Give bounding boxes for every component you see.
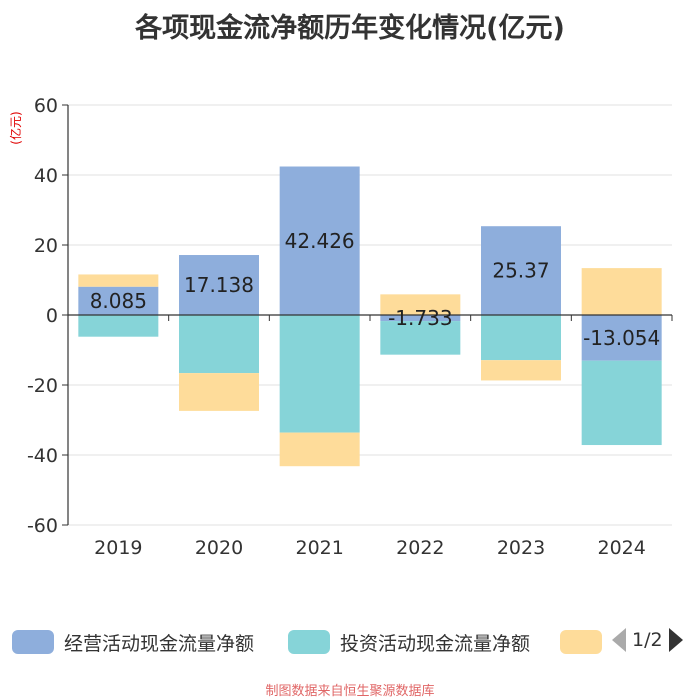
- bar-2022-series-0[interactable]: [380, 315, 461, 322]
- x-tick-label: 2024: [597, 537, 645, 559]
- bars: [78, 166, 662, 467]
- chart-title: 各项现金流净额历年变化情况(亿元): [135, 13, 565, 44]
- data-label-2021: 42.426: [285, 229, 355, 253]
- previous-page-icon[interactable]: [612, 628, 626, 652]
- x-tick-label: 2023: [497, 537, 545, 559]
- bar-2024-series-0[interactable]: [581, 315, 662, 361]
- data-label-2024: -13.054: [583, 326, 660, 350]
- bar-2020-series-1[interactable]: [179, 315, 259, 374]
- bar-2019-series-2[interactable]: [78, 274, 159, 287]
- next-page-icon[interactable]: [668, 628, 683, 652]
- y-tick-label: 60: [34, 95, 58, 117]
- bar-2019-series-0[interactable]: [78, 286, 159, 315]
- data-labels: 8.085 17.138 42.426 -1.733 25.37 -13.054: [90, 229, 661, 350]
- bar-2023-series-0[interactable]: [481, 226, 561, 315]
- data-label-2023: 25.37: [492, 259, 549, 283]
- legend-swatch-operating: [12, 630, 54, 654]
- axes: 60 40 20 0 -20 -40 -60 (亿元) 2019 2020 2021 2022 2023…: [8, 95, 673, 559]
- legend-label-operating: 经营活动现金流量净额: [64, 632, 255, 655]
- bar-2024-series-2[interactable]: [581, 268, 662, 315]
- y-tick-label: 20: [34, 235, 58, 257]
- legend-swatch-financing: [560, 630, 602, 654]
- bar-2021-series-1[interactable]: [279, 315, 360, 433]
- bar-2019-series-1[interactable]: [78, 315, 159, 337]
- x-tick-label: 2019: [94, 537, 142, 559]
- bar-2024-series-1[interactable]: [581, 360, 662, 446]
- bar-2020-series-0[interactable]: [179, 255, 259, 315]
- bar-2021-series-0[interactable]: [279, 166, 360, 315]
- y-tick-label: 40: [34, 165, 58, 187]
- legend: 经营活动现金流量净额 投资活动现金流量净额: [0, 624, 700, 660]
- bar-2023-series-2[interactable]: [481, 360, 561, 381]
- bar-2021-series-2[interactable]: [279, 432, 360, 467]
- data-source-note: 制图数据来自恒生聚源数据库: [265, 684, 435, 699]
- y-tick-label: -60: [27, 515, 58, 537]
- legend-page-indicator: 1/2: [632, 629, 663, 651]
- bar-2022-series-2[interactable]: [380, 294, 461, 315]
- legend-item-investing[interactable]: 投资活动现金流量净额: [288, 624, 530, 660]
- grid-lines: [68, 104, 672, 526]
- bar-2023-series-1[interactable]: [481, 315, 561, 361]
- legend-pager: 1/2: [612, 628, 683, 652]
- data-label-2022: -1.733: [388, 306, 452, 330]
- x-tick-label: 2022: [396, 537, 444, 559]
- bar-2020-series-2[interactable]: [179, 373, 259, 411]
- legend-swatch-investing: [288, 630, 330, 654]
- legend-item-financing[interactable]: [560, 624, 612, 660]
- data-label-2020: 17.138: [184, 273, 254, 297]
- x-tick-label: 2021: [295, 537, 343, 559]
- bar-2022-series-1[interactable]: [380, 321, 461, 355]
- x-tick-label: 2020: [195, 537, 243, 559]
- legend-item-operating[interactable]: 经营活动现金流量净额: [12, 624, 254, 660]
- y-tick-label: -20: [27, 375, 58, 397]
- y-axis-label: (亿元): [8, 111, 23, 144]
- legend-label-investing: 投资活动现金流量净额: [340, 632, 531, 655]
- data-label-2019: 8.085: [90, 289, 147, 313]
- y-tick-label: 0: [46, 305, 58, 327]
- y-tick-label: -40: [27, 445, 58, 467]
